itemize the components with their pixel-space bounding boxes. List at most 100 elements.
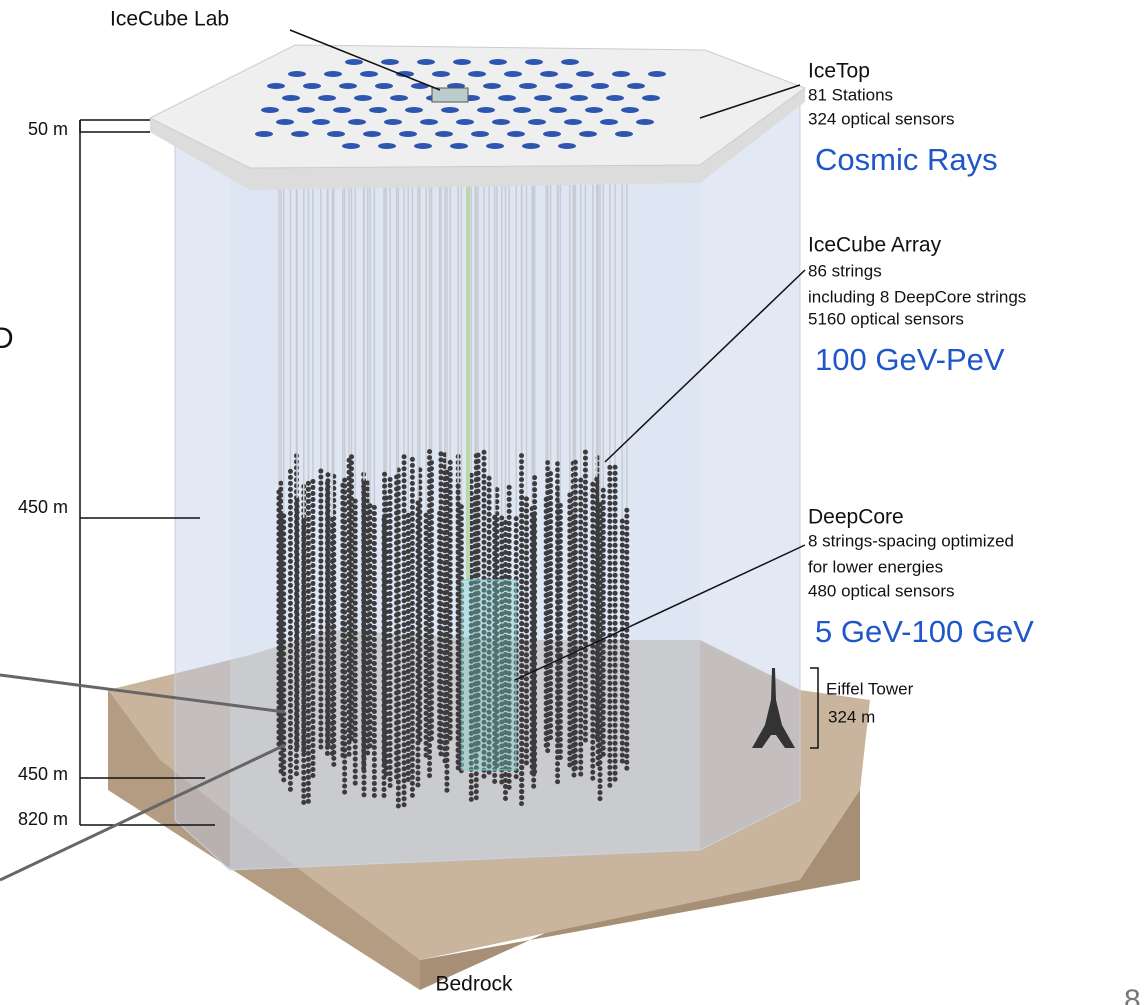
icetop-tank xyxy=(498,95,516,101)
icetop-tank xyxy=(348,119,366,125)
icetop-tank xyxy=(261,107,279,113)
icetop-tank xyxy=(381,59,399,65)
icetop-tank xyxy=(591,83,609,89)
eiffel-title: Eiffel Tower xyxy=(826,679,914,698)
depth-label: 450 m xyxy=(18,497,68,517)
icetop-tank xyxy=(504,71,522,77)
deepcore-volume xyxy=(462,580,516,770)
deepcore-energy: 5 GeV-100 GeV xyxy=(815,614,1034,649)
icetop-tank xyxy=(342,143,360,149)
icetop-tank xyxy=(561,59,579,65)
icetop-tank xyxy=(405,107,423,113)
icetop-tank xyxy=(339,83,357,89)
icetop-tank xyxy=(492,119,510,125)
icetop-tank xyxy=(648,71,666,77)
icetop-tank xyxy=(483,83,501,89)
icetop-energy: Cosmic Rays xyxy=(815,142,998,177)
deepcore-detail: 480 optical sensors xyxy=(808,581,954,600)
icetop-tank xyxy=(282,95,300,101)
icetop-tank xyxy=(324,71,342,77)
icetop-tank xyxy=(525,59,543,65)
diagram: IceCube Lab 50 m 450 m 450 m 820 m D 8 I… xyxy=(0,0,1144,1005)
icetop-tank xyxy=(288,71,306,77)
icetop-tank xyxy=(267,83,285,89)
icetop-tank xyxy=(435,131,453,137)
icetop-tank xyxy=(375,83,393,89)
icetop-tank xyxy=(489,59,507,65)
icetop-tank xyxy=(453,59,471,65)
icetop-tank xyxy=(276,119,294,125)
icetop-tank xyxy=(534,95,552,101)
icetop-tank xyxy=(558,143,576,149)
icetop-tank xyxy=(303,83,321,89)
eiffel-height: 324 m xyxy=(828,707,875,726)
icetop-tank xyxy=(369,107,387,113)
icetop-tank xyxy=(507,131,525,137)
icetop-tank xyxy=(363,131,381,137)
icetop-tank xyxy=(420,119,438,125)
icetop-tank xyxy=(579,131,597,137)
icetop-tank xyxy=(519,83,537,89)
icetop-tank xyxy=(333,107,351,113)
array-detail: 5160 optical sensors xyxy=(808,309,964,328)
icetop-tank xyxy=(378,143,396,149)
icetop-tank xyxy=(399,131,417,137)
icetop-tank xyxy=(570,95,588,101)
icetop-tank xyxy=(513,107,531,113)
icetop-tank xyxy=(486,143,504,149)
icetop-tank xyxy=(564,119,582,125)
depth-label: 820 m xyxy=(18,809,68,829)
icetop-tank xyxy=(621,107,639,113)
array-detail: 86 strings xyxy=(808,261,882,280)
icetop-detail: 81 Stations xyxy=(808,85,893,104)
depth-label: 50 m xyxy=(28,119,68,139)
deepcore-title: DeepCore xyxy=(808,506,904,529)
icecube-lab-building xyxy=(432,88,468,102)
icetop-tank xyxy=(549,107,567,113)
icetop-tank xyxy=(576,71,594,77)
icetop-tank xyxy=(345,59,363,65)
icetop-tank xyxy=(636,119,654,125)
bedrock-label: Bedrock xyxy=(435,973,513,996)
deepcore-detail: for lower energies xyxy=(808,557,943,576)
icetop-title: IceTop xyxy=(808,60,870,83)
deepcore-detail: 8 strings-spacing optimized xyxy=(808,531,1014,550)
depth-label: 450 m xyxy=(18,764,68,784)
icetop-tank xyxy=(468,71,486,77)
icetop-tank xyxy=(612,71,630,77)
icetop-tank xyxy=(522,143,540,149)
icetop-tank xyxy=(312,119,330,125)
icetop-tank xyxy=(384,119,402,125)
lab-label: IceCube Lab xyxy=(110,8,229,31)
icetop-tank xyxy=(291,131,309,137)
icetop-tank xyxy=(615,131,633,137)
icetop-tank xyxy=(255,131,273,137)
icetop-plate xyxy=(150,45,805,168)
icetop-tank xyxy=(417,59,435,65)
icetop-tank xyxy=(414,143,432,149)
icetop-tank xyxy=(360,71,378,77)
page-number: 8 xyxy=(1124,984,1141,1005)
icetop-tank xyxy=(585,107,603,113)
cut-text: D xyxy=(0,322,14,355)
icetop-tank xyxy=(471,131,489,137)
icetop-tank xyxy=(297,107,315,113)
icetop-tank xyxy=(327,131,345,137)
array-detail: including 8 DeepCore strings xyxy=(808,287,1026,306)
icetop-tank xyxy=(642,95,660,101)
icetop-tank xyxy=(318,95,336,101)
icetop-tank xyxy=(600,119,618,125)
icetop-tank xyxy=(456,119,474,125)
icetop-tank xyxy=(606,95,624,101)
icetop-tank xyxy=(441,107,459,113)
icetop-tank xyxy=(477,107,495,113)
icetop-tank xyxy=(450,143,468,149)
icetop-tank xyxy=(555,83,573,89)
icetop-tank xyxy=(528,119,546,125)
icetop-tank xyxy=(390,95,408,101)
icetop-tank xyxy=(627,83,645,89)
icetop-tank xyxy=(540,71,558,77)
icetop-tank xyxy=(543,131,561,137)
array-title: IceCube Array xyxy=(808,234,942,257)
array-energy: 100 GeV-PeV xyxy=(815,342,1005,377)
